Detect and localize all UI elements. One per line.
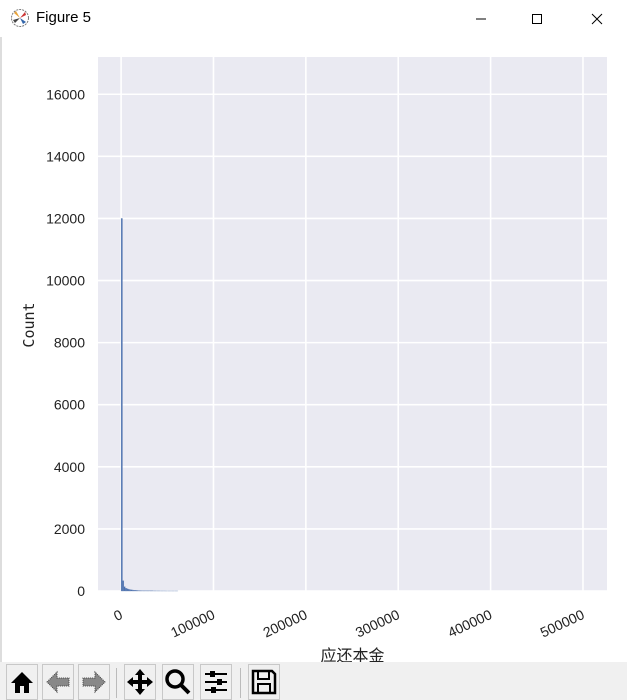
navigation-toolbar xyxy=(0,662,627,700)
x-tick-label: 500000 xyxy=(538,606,587,640)
close-button[interactable] xyxy=(574,0,620,37)
toolbar-separator xyxy=(116,668,117,698)
y-tick-label: 6000 xyxy=(54,397,85,413)
y-tick-label: 16000 xyxy=(46,86,85,102)
minimize-button[interactable] xyxy=(458,0,504,37)
maximize-button[interactable] xyxy=(514,0,560,37)
move-icon xyxy=(127,669,153,695)
matplotlib-icon xyxy=(11,9,29,27)
minimize-icon xyxy=(476,18,486,19)
save-button[interactable] xyxy=(248,664,280,700)
window-title: Figure 5 xyxy=(36,9,92,26)
histogram-bar xyxy=(122,580,125,592)
x-tick-label: 400000 xyxy=(445,606,494,640)
arrow-right-icon xyxy=(82,670,106,694)
histogram-bar xyxy=(134,590,137,592)
pan-button[interactable] xyxy=(124,664,156,700)
x-tick-label: 100000 xyxy=(168,606,217,640)
arrow-left-icon xyxy=(46,670,70,694)
y-tick-label: 12000 xyxy=(46,210,85,226)
home-button[interactable] xyxy=(6,664,38,700)
y-tick-label: 14000 xyxy=(46,148,85,164)
histogram-bar xyxy=(130,589,133,592)
y-tick-label: 4000 xyxy=(54,459,85,475)
y-tick-label: 0 xyxy=(77,583,85,599)
forward-button[interactable] xyxy=(78,664,110,700)
histogram-bar xyxy=(136,590,138,592)
histogram-bar xyxy=(132,589,134,592)
zoom-button[interactable] xyxy=(162,664,194,700)
configure-subplots-button[interactable] xyxy=(200,664,232,700)
close-icon xyxy=(591,13,603,24)
histogram-bar xyxy=(129,589,131,592)
x-tick-label: 300000 xyxy=(353,606,402,640)
floppy-disk-icon xyxy=(251,669,277,695)
x-axis-label: 应还本金 xyxy=(320,646,384,662)
y-tick-label: 8000 xyxy=(54,335,85,351)
magnifier-icon xyxy=(165,669,191,695)
home-icon xyxy=(11,672,33,693)
y-axis-label: Count xyxy=(20,302,38,347)
toolbar-separator xyxy=(240,668,241,698)
y-tick-label: 10000 xyxy=(46,273,85,289)
histogram-chart: 0 100000 200000 300000 400000 500000 0 2000 4000… xyxy=(20,57,607,662)
window-border xyxy=(0,37,2,662)
histogram-bar xyxy=(127,589,130,592)
y-tick-label: 2000 xyxy=(54,521,85,537)
histogram-bar xyxy=(120,218,123,592)
histogram-bar xyxy=(126,588,129,592)
x-tick-label: 0 xyxy=(111,606,125,624)
title-bar: Figure 5 xyxy=(0,0,627,37)
back-button[interactable] xyxy=(42,664,74,700)
sliders-icon xyxy=(205,671,227,693)
histogram-bar xyxy=(133,590,136,592)
plot-background xyxy=(98,57,607,591)
maximize-icon xyxy=(532,13,542,24)
x-tick-label: 200000 xyxy=(260,606,309,640)
histogram-bar xyxy=(123,586,126,592)
histogram-bar xyxy=(125,588,127,592)
